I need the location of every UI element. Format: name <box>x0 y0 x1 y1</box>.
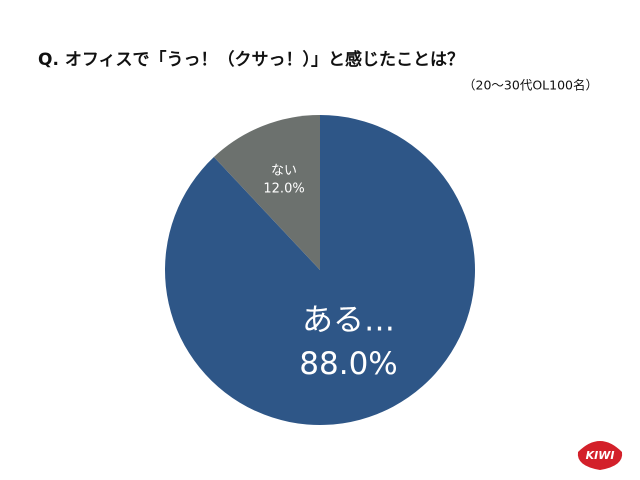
chart-subtitle: （20〜30代OL100名） <box>463 78 598 93</box>
logo-badge <box>577 441 623 470</box>
pie-slice <box>213 115 320 270</box>
value-label: 12.0% <box>263 181 304 196</box>
logo-text: KIWI <box>586 449 615 462</box>
chart-title: Q. オフィスで「うっ！（クサっ！）」と感じたことは？ <box>38 49 464 70</box>
logo: KIWI <box>577 441 623 470</box>
slice-label: ある… <box>302 302 395 338</box>
slice-label: ない <box>271 163 297 178</box>
value-label: 88.0% <box>299 346 397 382</box>
